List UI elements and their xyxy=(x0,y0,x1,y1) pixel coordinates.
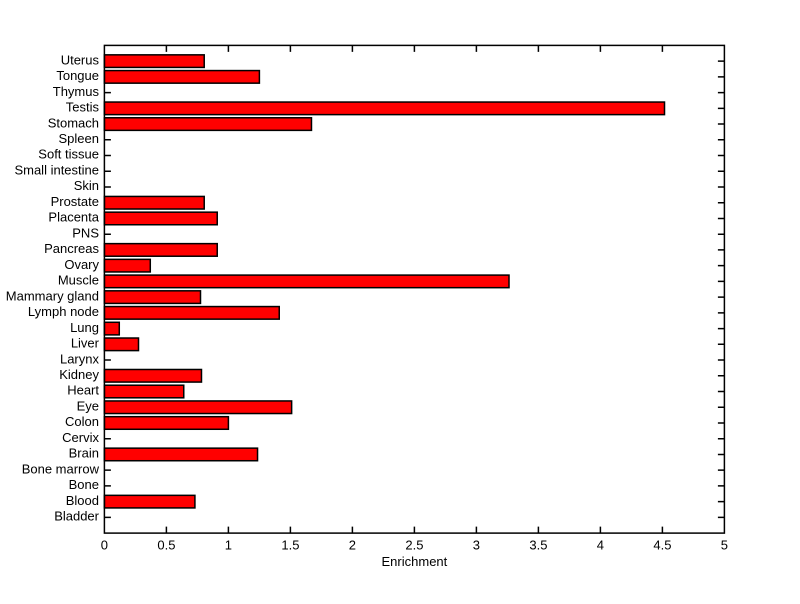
svg-text:Liver: Liver xyxy=(71,336,100,351)
svg-text:Placenta: Placenta xyxy=(48,210,99,225)
svg-text:Soft tissue: Soft tissue xyxy=(38,147,99,162)
svg-text:5: 5 xyxy=(721,537,728,552)
svg-text:Cervix: Cervix xyxy=(62,430,99,445)
svg-text:1: 1 xyxy=(225,537,232,552)
svg-text:Stomach: Stomach xyxy=(48,115,99,130)
svg-text:Bone: Bone xyxy=(69,477,99,492)
svg-text:0.5: 0.5 xyxy=(157,537,175,552)
svg-text:Small intestine: Small intestine xyxy=(14,162,99,177)
svg-text:3.5: 3.5 xyxy=(529,537,547,552)
svg-text:Heart: Heart xyxy=(67,383,99,398)
svg-text:PNS: PNS xyxy=(72,225,99,240)
svg-text:Eye: Eye xyxy=(77,398,99,413)
svg-text:2: 2 xyxy=(349,537,356,552)
svg-text:0: 0 xyxy=(101,537,108,552)
svg-text:Tongue: Tongue xyxy=(56,68,99,83)
svg-text:Spleen: Spleen xyxy=(59,131,99,146)
svg-text:Testis: Testis xyxy=(66,100,100,115)
svg-text:Thymus: Thymus xyxy=(53,84,100,99)
svg-text:4.5: 4.5 xyxy=(653,537,671,552)
svg-text:Brain: Brain xyxy=(69,446,99,461)
svg-text:Lymph node: Lymph node xyxy=(28,304,99,319)
svg-text:2.5: 2.5 xyxy=(405,537,423,552)
svg-text:Blood: Blood xyxy=(66,493,99,508)
svg-text:Muscle: Muscle xyxy=(58,273,99,288)
svg-text:Mammary gland: Mammary gland xyxy=(6,288,99,303)
svg-text:Skin: Skin xyxy=(74,178,99,193)
svg-text:3: 3 xyxy=(473,537,480,552)
svg-text:Bladder: Bladder xyxy=(54,509,99,524)
svg-text:4: 4 xyxy=(597,537,604,552)
svg-text:Ovary: Ovary xyxy=(64,257,99,272)
svg-text:Larynx: Larynx xyxy=(60,351,100,366)
svg-text:1.5: 1.5 xyxy=(281,537,299,552)
svg-text:Lung: Lung xyxy=(70,320,99,335)
svg-text:Kidney: Kidney xyxy=(59,367,99,382)
svg-text:Enrichment: Enrichment xyxy=(382,554,448,569)
svg-text:Colon: Colon xyxy=(65,414,99,429)
svg-text:Bone marrow: Bone marrow xyxy=(22,461,100,476)
svg-text:Prostate: Prostate xyxy=(51,194,99,209)
svg-text:Pancreas: Pancreas xyxy=(44,241,99,256)
svg-text:Uterus: Uterus xyxy=(61,52,100,67)
